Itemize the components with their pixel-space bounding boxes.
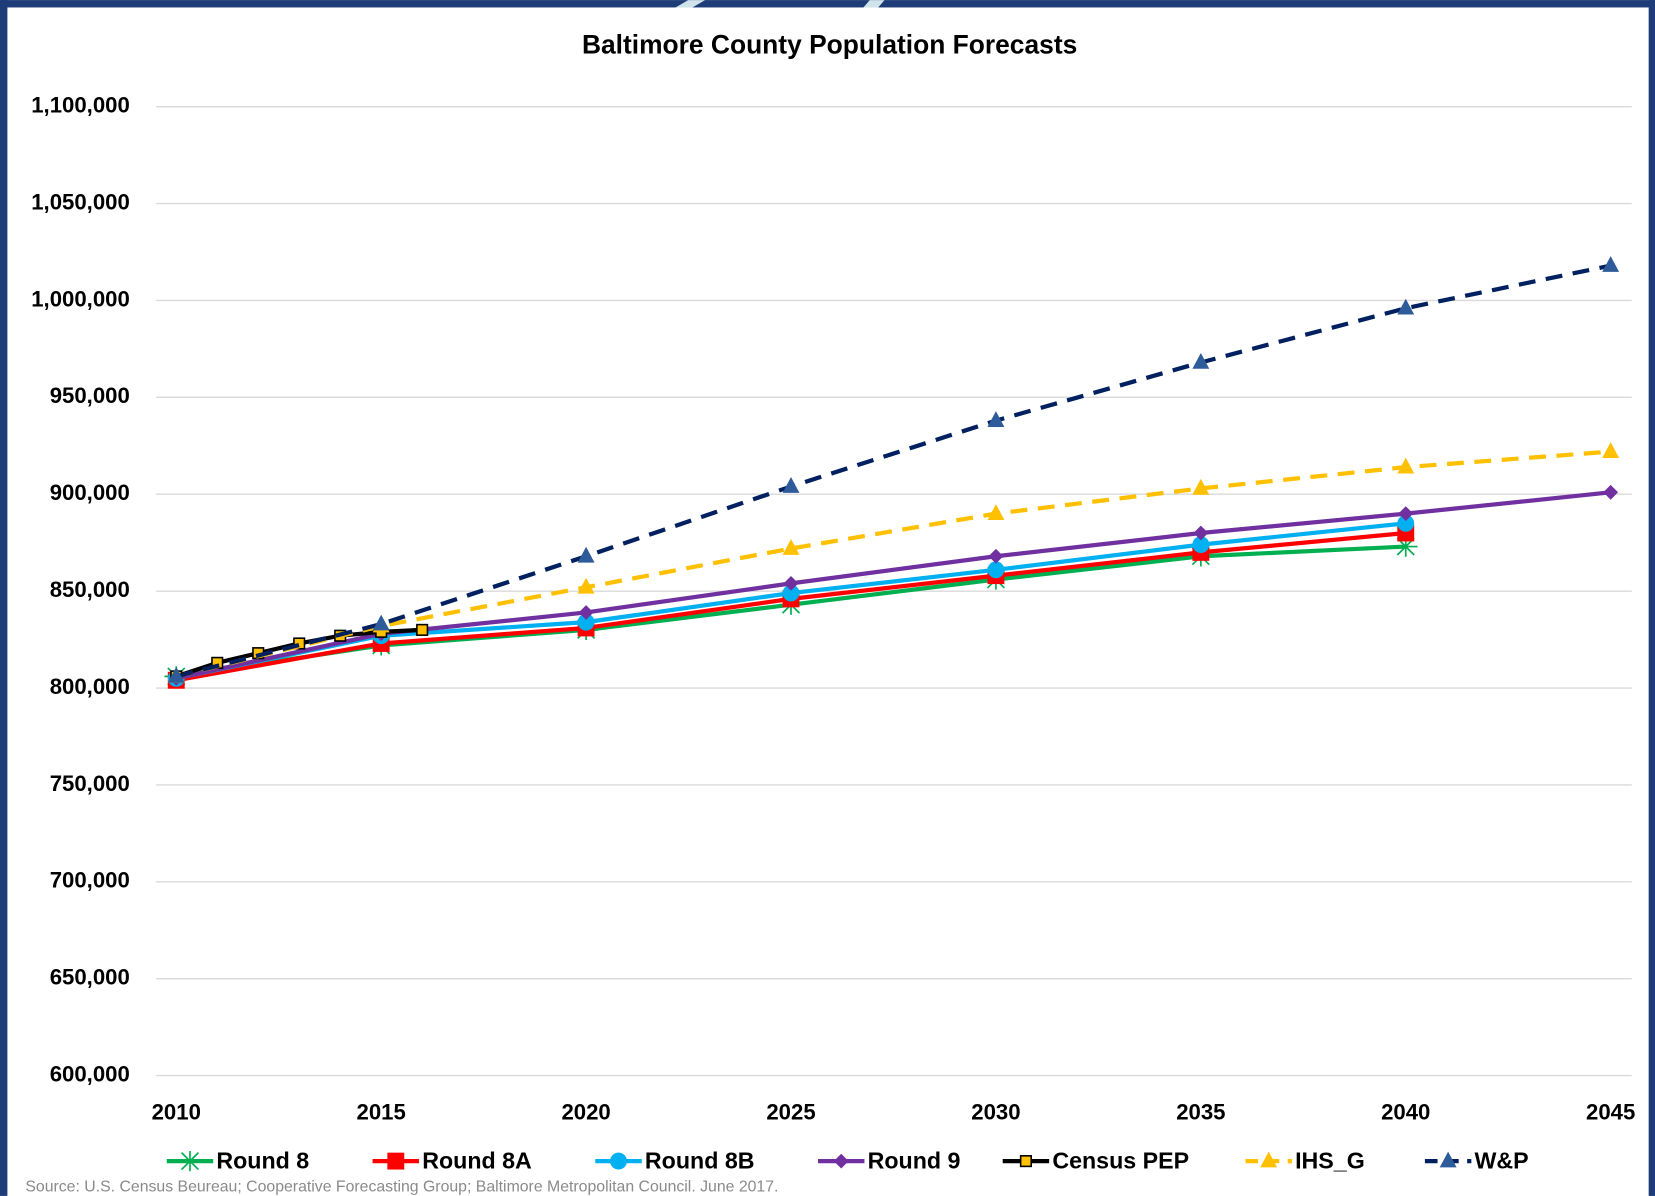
marker [1603,484,1619,500]
decoration [675,0,885,8]
marker [1192,536,1210,554]
legend-label: W&P [1475,1147,1529,1173]
marker [1192,478,1210,495]
legend-item: W&P [1424,1147,1529,1173]
frame-top [0,0,1655,8]
legend-item: Round 8A [372,1147,532,1173]
frame-left [0,0,8,1196]
marker [1393,536,1418,557]
series-line [175,449,1611,679]
marker [1192,352,1210,369]
y-tick-label: 850,000 [50,577,130,602]
marker [988,548,1004,564]
chart-title: Baltimore County Population Forecasts [582,29,1077,59]
marker [416,623,429,636]
marker [1397,457,1415,474]
source-note: Source: U.S. Census Beureau; Cooperative… [25,1179,778,1196]
legend-item: Round 8 [166,1147,309,1173]
marker [178,1150,202,1172]
legend-item: Round 9 [818,1147,961,1173]
y-tick-label: 600,000 [50,1061,130,1086]
marker [782,584,800,602]
legend-item: Census PEP [1002,1147,1189,1173]
x-tick-label: 2025 [766,1099,815,1124]
x-tick-label: 2030 [971,1099,1020,1124]
y-tick-label: 800,000 [50,674,130,699]
marker [1397,514,1415,532]
x-tick-label: 2035 [1176,1099,1225,1124]
marker [1019,1155,1033,1168]
marker [1439,1151,1457,1168]
marker [987,411,1005,427]
y-tick-label: 1,000,000 [31,286,130,311]
series [167,256,1620,683]
legend-label: IHS_G [1295,1147,1365,1173]
legend-label: Census PEP [1052,1147,1189,1173]
x-tick-label: 2020 [561,1099,610,1124]
legend-label: Round 8B [645,1147,755,1173]
marker [577,613,595,631]
marker [578,605,594,620]
marker [782,476,800,493]
y-tick-label: 950,000 [50,383,130,408]
legend-label: Round 8A [422,1147,532,1173]
marker [1260,1151,1278,1168]
y-tick-label: 700,000 [50,868,130,893]
y-tick-label: 650,000 [50,965,130,990]
marker [577,546,595,563]
frame-right [1648,0,1655,1196]
y-tick-label: 1,050,000 [31,189,130,214]
legend-item: IHS_G [1245,1147,1365,1173]
marker [387,1152,405,1170]
marker [1397,298,1415,315]
marker [987,561,1005,579]
x-tick-label: 2045 [1586,1099,1635,1124]
y-tick-label: 1,100,000 [31,93,130,118]
marker [783,575,799,591]
marker [782,539,800,555]
marker [293,637,306,650]
marker [167,666,185,683]
marker [372,614,390,631]
marker [987,504,1005,520]
legend-label: Round 8 [216,1147,309,1173]
marker [1602,442,1620,458]
series-line [175,263,1612,679]
legend-item: Round 8B [595,1147,755,1173]
y-tick-label: 900,000 [50,480,130,505]
y-tick-label: 750,000 [50,771,130,796]
marker [577,577,595,594]
marker [833,1153,849,1169]
marker [1602,256,1620,272]
x-tick-label: 2015 [357,1099,406,1124]
marker [610,1152,627,1170]
marker [1193,525,1209,541]
marker [1398,506,1414,522]
x-tick-label: 2040 [1381,1099,1430,1124]
x-tick-label: 2010 [152,1099,201,1124]
legend-label: Round 9 [868,1147,961,1173]
